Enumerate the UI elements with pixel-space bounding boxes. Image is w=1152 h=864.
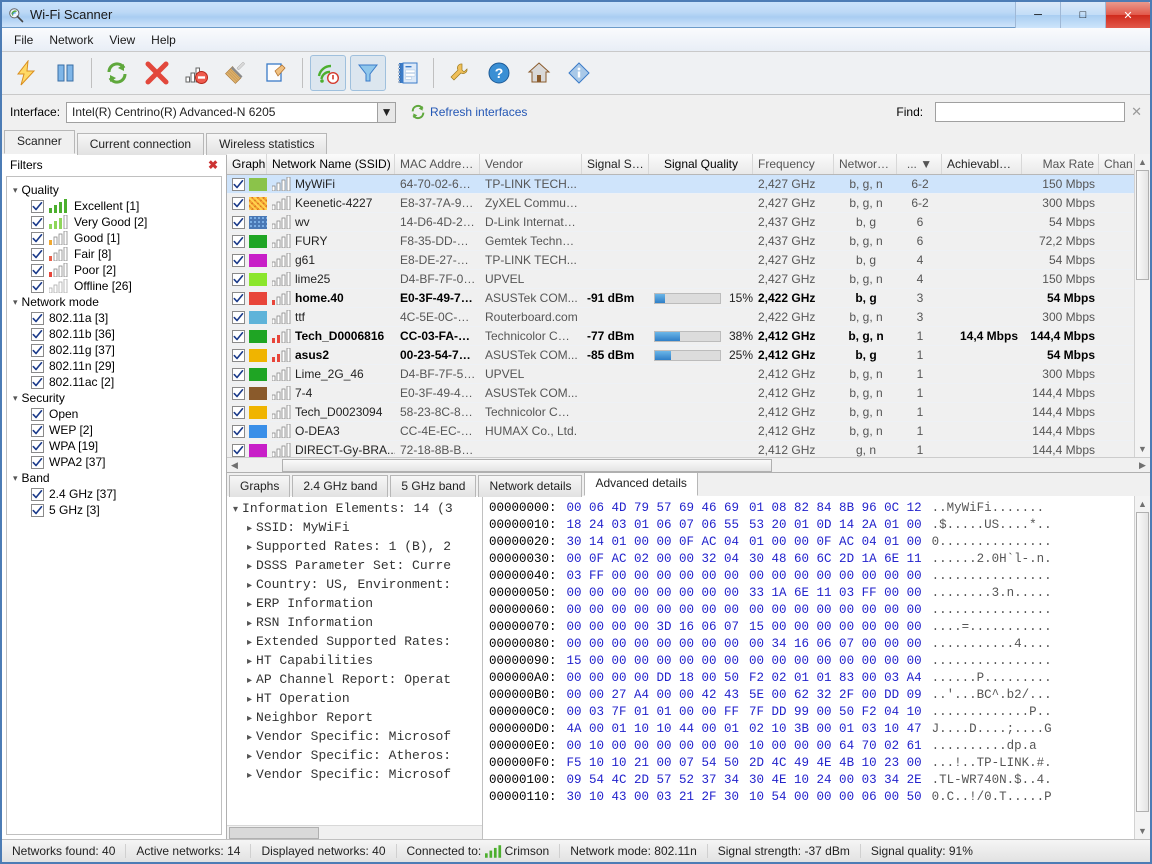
svg-text:?: ? (495, 65, 504, 81)
